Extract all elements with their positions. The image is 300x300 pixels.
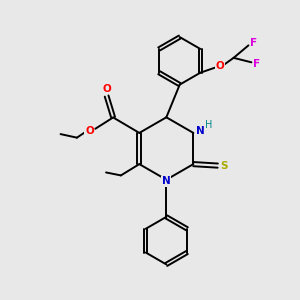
Text: N: N: [162, 176, 171, 186]
Text: F: F: [250, 38, 257, 48]
Text: F: F: [253, 59, 260, 69]
Text: H: H: [205, 120, 212, 130]
Text: S: S: [220, 160, 227, 171]
Text: N: N: [196, 126, 204, 136]
Text: O: O: [102, 84, 111, 94]
Text: O: O: [85, 125, 94, 136]
Text: O: O: [216, 61, 224, 71]
